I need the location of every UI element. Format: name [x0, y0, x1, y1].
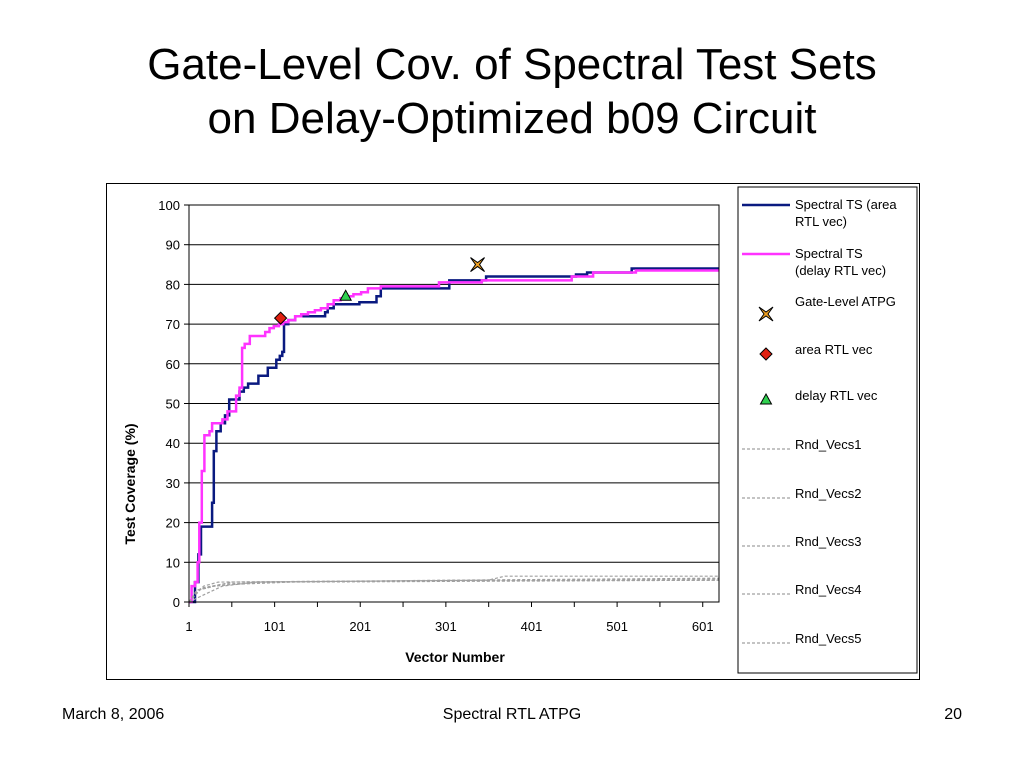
y-axis-label: Test Coverage (%) [122, 423, 138, 544]
data-point-gate-level-atpg [470, 257, 485, 272]
x-tick-label-501: 501 [606, 619, 628, 634]
legend-label-line: (delay RTL vec) [795, 263, 886, 278]
y-tick-label-10: 10 [166, 555, 180, 570]
tick-labels: 0 10 20 30 40 50 60 70 80 90 100 1 101 201 301 401 501 60… [158, 198, 713, 634]
legend-box [737, 186, 918, 674]
series-line-rnd-vecs5 [188, 579, 720, 603]
y-tick-label-20: 20 [166, 516, 180, 531]
x-tick-label-301: 301 [435, 619, 457, 634]
legend-label-9: Rnd_Vecs5 [795, 631, 862, 646]
legend-label-line: Rnd_Vecs1 [795, 437, 862, 452]
chart-frame: 0 10 20 30 40 50 60 70 80 90 100 1 101 201 301 401 501 60… [106, 183, 920, 680]
x-tick-label-201: 201 [349, 619, 371, 634]
legend-label-8: Rnd_Vecs4 [795, 582, 862, 597]
legend-label-line: Rnd_Vecs2 [795, 486, 862, 501]
slide-title: Gate-Level Cov. of Spectral Test Sets on… [0, 38, 1024, 146]
slide-title-line-1: Gate-Level Cov. of Spectral Test Sets [147, 40, 877, 89]
legend-label-6: Rnd_Vecs2 [795, 486, 862, 501]
coverage-chart: 0 10 20 30 40 50 60 70 80 90 100 1 101 201 301 401 501 60… [122, 186, 918, 674]
y-tick-label-90: 90 [166, 238, 180, 253]
legend-symbol-3 [759, 347, 773, 361]
grid-lines [189, 204, 719, 603]
footer-date: March 8, 2006 [62, 706, 165, 723]
y-tick-label-30: 30 [166, 476, 180, 491]
legend: Spectral TS (area RTL vec) Spectral TS (del… [737, 186, 918, 674]
axes [184, 204, 720, 607]
plot-area-border [188, 204, 720, 603]
legend-label-line: area RTL vec [795, 342, 873, 357]
x-tick-label-101: 101 [264, 619, 286, 634]
legend-label-4: delay RTL vec [795, 388, 878, 403]
legend-label-line: Rnd_Vecs3 [795, 534, 862, 549]
slide-number: 20 [944, 706, 962, 723]
series-layer [188, 267, 720, 604]
legend-label-7: Rnd_Vecs3 [795, 534, 862, 549]
series-line-spectral-ts-delay-rtl-vec- [189, 269, 719, 604]
slide-title-line-2: on Delay-Optimized b09 Circuit [207, 94, 817, 143]
legend-label-3: area RTL vec [795, 342, 873, 357]
x-tick-label-601: 601 [692, 619, 714, 634]
y-tick-label-100: 100 [158, 198, 180, 213]
y-tick-label-60: 60 [166, 357, 180, 372]
marker-layer [273, 257, 485, 325]
y-tick-label-40: 40 [166, 436, 180, 451]
legend-label-line: delay RTL vec [795, 388, 878, 403]
series-line-rnd-vecs1 [188, 579, 720, 603]
series-line-spectral-ts-area-rtl-vec- [189, 267, 719, 604]
x-tick-label-1: 1 [185, 619, 192, 634]
y-tick-label-50: 50 [166, 397, 180, 412]
y-tick-label-0: 0 [173, 595, 180, 610]
legend-label-1: Spectral TS (delay RTL vec) [795, 246, 886, 278]
legend-label-line: RTL vec) [795, 214, 847, 229]
legend-label-2: Gate-Level ATPG [795, 294, 896, 309]
legend-label-line: Spectral TS [795, 246, 863, 261]
y-tick-label-80: 80 [166, 277, 180, 292]
legend-label-line: Rnd_Vecs5 [795, 631, 862, 646]
legend-label-line: Spectral TS (area [795, 197, 897, 212]
legend-label-0: Spectral TS (area RTL vec) [795, 197, 897, 229]
legend-symbol-4 [759, 392, 773, 405]
data-point-area-rtl-vec [273, 311, 288, 325]
data-point-delay-rtl-vec [339, 289, 353, 301]
legend-symbol-2 [758, 306, 774, 322]
footer-presentation-title: Spectral RTL ATPG [442, 706, 582, 723]
legend-label-line: Gate-Level ATPG [795, 294, 896, 309]
x-tick-label-401: 401 [521, 619, 543, 634]
legend-label-line: Rnd_Vecs4 [795, 582, 862, 597]
y-tick-label-70: 70 [166, 317, 180, 332]
x-axis-label: Vector Number [405, 649, 505, 665]
legend-label-5: Rnd_Vecs1 [795, 437, 862, 452]
